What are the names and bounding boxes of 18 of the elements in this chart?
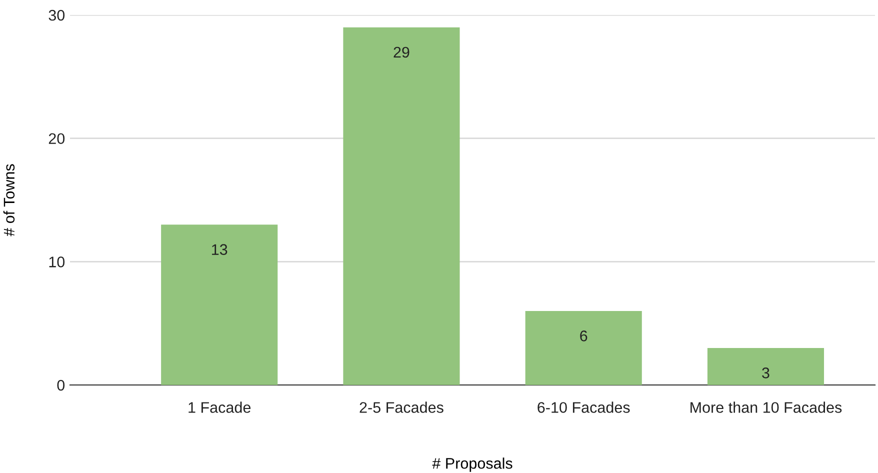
y-tick-label: 0 <box>57 380 65 391</box>
y-tick-label: 30 <box>48 10 65 21</box>
data-label: 13 <box>212 244 228 255</box>
data-label: 6 <box>580 330 588 342</box>
bar <box>161 224 278 385</box>
bar <box>343 27 460 385</box>
x-tick-label: More than 10 Facades <box>690 402 842 413</box>
y-tick-label: 10 <box>49 256 65 268</box>
y-tick-label: 20 <box>48 133 65 144</box>
bar <box>707 348 824 385</box>
data-label: 3 <box>762 367 770 378</box>
data-label: 29 <box>394 46 410 58</box>
bar <box>525 311 642 385</box>
x-tick-label: 6-10 Facades <box>538 402 630 413</box>
y-axis-title: # of Towns <box>3 164 15 236</box>
x-axis-title: # Proposals <box>432 458 512 472</box>
x-tick-label: 1 Facade <box>188 402 251 413</box>
x-tick-label: 2-5 Facades <box>360 402 444 413</box>
